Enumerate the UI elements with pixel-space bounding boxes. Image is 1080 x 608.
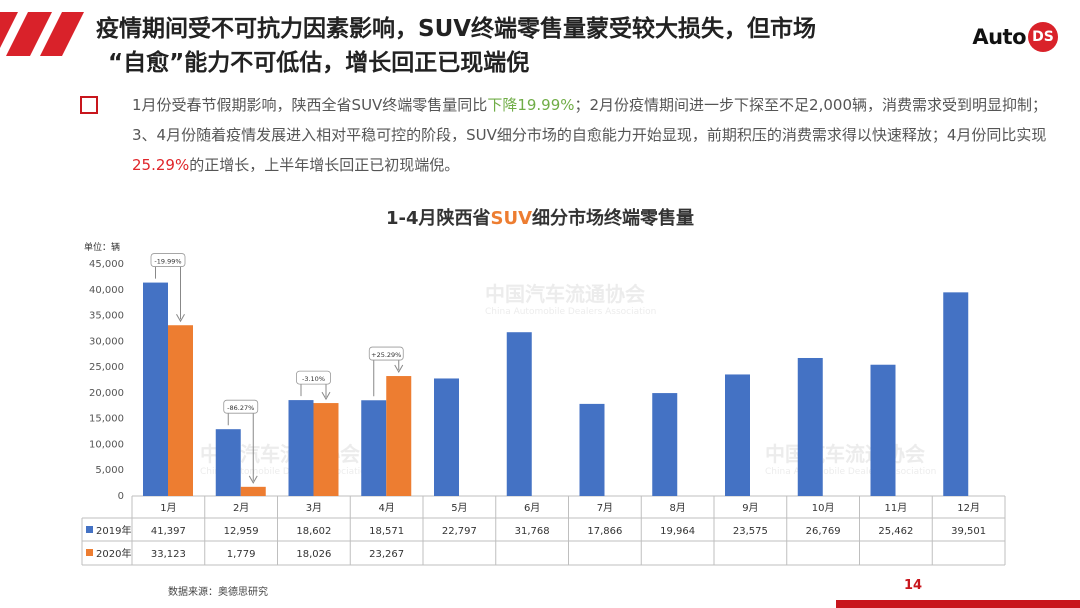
bar-2020年-1月 [168,325,193,496]
chart-title-prefix: 1-4月陕西省 [385,208,491,229]
table-cell-value: 22,797 [442,526,477,537]
bar-2019年-8月 [652,393,678,496]
bar-2020年-3月 [313,403,339,496]
table-cell-value: 23,575 [733,526,768,537]
table-cell-value: 26,769 [806,526,841,537]
legend-label: 2020年 [96,547,131,560]
x-tick-label: 6月 [524,502,540,514]
y-tick-label: 20,000 [89,388,124,399]
summary-part-2: ；2月份疫情期间进一步下探至不足2,000辆，消费需求受到明显抑制；3、4月份随… [132,96,1048,144]
bar-2019年-7月 [579,403,605,496]
summary-part-1: 1月份受春节假期影响，陕西全省SUV终端零售量同比 [132,96,488,114]
table-cell-value: 1,779 [227,549,256,560]
summary-part-3: 的正增长，上半年增长回正已初现端倪。 [189,156,460,174]
bullet-square-icon [80,96,98,114]
y-tick-label: 25,000 [89,362,124,373]
x-tick-label: 7月 [597,502,613,514]
y-tick-label: 10,000 [89,439,124,450]
annotation-arrow-icon [321,391,331,401]
bar-2019年-12月 [943,292,969,496]
annotation-box [368,346,404,361]
annotation-label: -86.27% [227,404,254,412]
table-cell-value: 33,123 [151,549,186,560]
highlight-decline: 下降19.99% [487,96,575,114]
x-tick-label: 1月 [160,502,176,514]
bar-2019年-9月 [725,374,750,496]
table-cell-value: 12,959 [224,526,259,537]
annotation-box [296,370,331,385]
summary-paragraph: 1月份受春节假期影响，陕西全省SUV终端零售量同比下降19.99%；2月份疫情期… [132,90,1052,180]
annotation-arrow-icon [176,313,185,323]
highlight-growth: 25.29% [132,156,190,174]
table-cell-value: 17,866 [587,526,622,537]
legend-swatch-2020年 [86,549,93,556]
y-tick-label: 15,000 [89,414,124,425]
autods-logo: Auto DS [972,22,1058,52]
y-tick-label: 5,000 [95,465,124,476]
annotation-arrow-icon [394,364,404,374]
x-tick-label: 3月 [306,502,322,514]
y-tick-label: 30,000 [89,336,124,347]
bar-2019年-5月 [434,378,459,496]
y-tick-label: 40,000 [89,285,124,296]
x-tick-label: 4月 [378,502,394,514]
table-cell-value: 25,462 [878,526,913,537]
page-number: 14 [904,578,923,593]
x-tick-label: 11月 [885,502,908,514]
chart-title: 1-4月陕西省SUV细分市场终端零售量 [0,204,1080,230]
chart-title-highlight: SUV [490,208,533,229]
x-tick-label: 8月 [669,502,685,514]
page-title: 疫情期间受不可抗力因素影响，SUV终端零售量蒙受较大损失，但市场 “自愈”能力不… [96,12,986,80]
annotation-label: -3.10% [302,375,325,383]
y-tick-label: 45,000 [89,259,124,270]
table-cell-value: 18,026 [296,549,331,560]
annotation-label: +25.29% [371,351,401,359]
title-line-1: 疫情期间受不可抗力因素影响，SUV终端零售量蒙受较大损失，但市场 [96,16,817,42]
bar-2019年-11月 [870,364,896,496]
annotation-label: -19.99% [154,258,181,266]
bar-2019年-3月 [288,400,314,496]
bar-2020年-4月 [386,376,412,496]
x-tick-label: 10月 [812,502,835,514]
x-tick-label: 9月 [742,502,758,514]
annotation-box [150,253,186,267]
table-cell-value: 39,501 [951,526,986,537]
footer-bar [836,600,1080,608]
bar-2020年-2月 [240,486,266,496]
table-cell-value: 41,397 [151,526,186,537]
table-cell-value: 18,571 [369,526,404,537]
chart-title-suffix: 细分市场终端零售量 [532,208,695,229]
x-tick-label: 12月 [957,502,980,514]
title-line-2: “自愈”能力不可低估，增长回正已现端倪 [108,50,530,76]
logo-text: Auto [972,25,1026,49]
bar-2019年-4月 [361,400,387,496]
y-tick-label: 0 [118,491,124,502]
table-cell-value: 31,768 [515,526,550,537]
annotation-arrow-icon [248,475,258,484]
bar-2019年-1月 [143,282,168,496]
table-cell-value: 19,964 [660,526,695,537]
unit-label: 单位：辆 [84,241,120,253]
bar-2019年-6月 [506,332,532,496]
legend-swatch-2019年 [86,526,93,533]
table-cell-value: 18,602 [296,526,331,537]
x-tick-label: 2月 [233,502,249,514]
bar-2019年-10月 [797,357,823,496]
table-cell-value: 23,267 [369,549,404,560]
data-source: 数据来源：奥德思研究 [168,587,268,598]
legend-label: 2019年 [96,524,131,537]
header-stripes [0,12,84,56]
x-tick-label: 5月 [451,502,467,514]
annotation-box [223,399,259,414]
bar-2019年-2月 [215,429,241,496]
logo-badge: DS [1028,22,1058,52]
y-tick-label: 35,000 [89,311,124,322]
